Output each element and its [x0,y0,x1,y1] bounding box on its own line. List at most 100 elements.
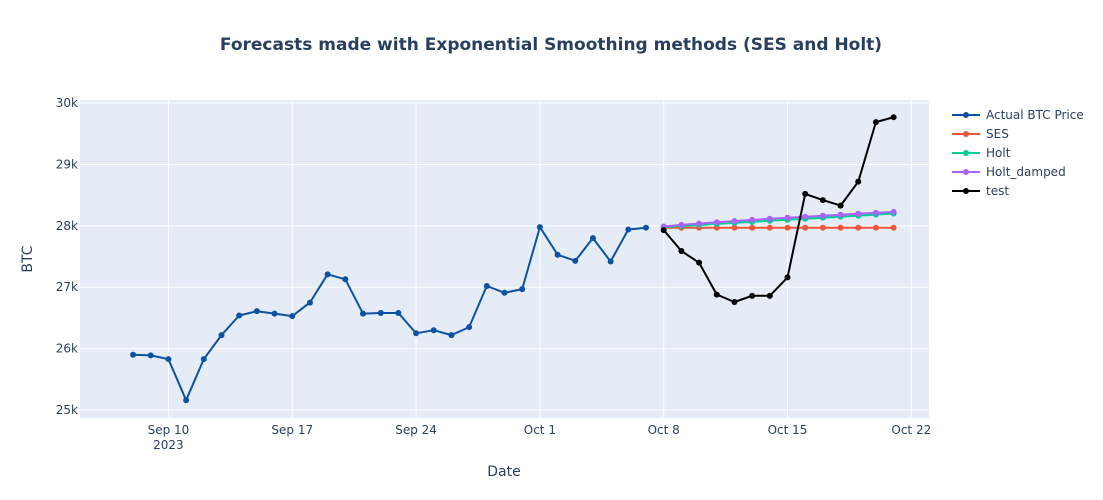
series-line-actual-btc-price [133,226,647,402]
data-point-actual-btc-price [466,324,473,331]
data-point-actual-btc-price [413,330,420,337]
series-ses [660,224,897,231]
data-point-ses [802,224,809,231]
legend-swatch-marker [963,188,969,194]
data-point-test [872,119,879,126]
data-point-test [749,292,756,299]
data-point-actual-btc-price [483,283,490,290]
data-point-test [855,178,862,185]
data-point-holt-damped [784,214,791,221]
data-point-holt-damped [749,216,756,223]
data-point-actual-btc-price [519,286,526,293]
x-axis-title: Date [487,464,520,480]
series-actual-btc-price [130,224,649,404]
data-point-test [837,202,844,209]
data-point-ses [855,224,862,231]
data-point-actual-btc-price [360,310,366,317]
data-point-actual-btc-price [200,356,207,363]
data-point-actual-btc-price [643,224,649,231]
data-point-actual-btc-price [554,251,561,258]
data-point-actual-btc-price [236,312,243,319]
y-tick-label: 28k [56,219,78,233]
legend-label: SES [986,127,1009,141]
y-tick-label: 27k [56,280,78,294]
x-tick-sublabel: 2023 [153,438,184,452]
y-tick-label: 26k [56,342,78,356]
data-point-actual-btc-price [342,276,349,283]
data-point-test [696,259,703,266]
data-point-holt-damped [890,208,897,215]
legend-item-test[interactable]: test [952,184,1009,198]
data-point-actual-btc-price [165,356,172,363]
data-point-actual-btc-price [324,271,331,278]
data-point-actual-btc-price [218,332,225,339]
legend-swatch-marker [963,169,969,175]
legend-swatch-marker [963,150,969,156]
grid-layer [80,100,929,418]
legend-swatch-marker [963,112,969,118]
data-point-holt-damped [837,211,844,218]
data-point-actual-btc-price [448,332,455,339]
data-point-actual-btc-price [430,327,437,334]
legend-item-holt[interactable]: Holt [952,146,1011,160]
data-point-actual-btc-price [625,226,632,233]
data-point-ses [749,224,756,231]
data-point-ses [819,224,826,231]
data-point-test [890,114,897,121]
data-point-holt-damped [802,213,809,220]
x-tick-label: Oct 1 [524,423,556,437]
data-point-test [713,291,720,298]
data-point-holt-damped [819,212,826,219]
data-point-holt-damped [696,220,703,227]
data-point-test [766,292,773,299]
data-point-ses [766,224,773,231]
data-point-test [731,298,738,305]
y-tick-label: 25k [56,403,78,417]
data-point-holt-damped [678,221,685,228]
data-point-test [678,248,685,255]
y-axis-title: BTC [20,245,36,272]
data-point-holt-damped [855,210,862,217]
data-point-holt-damped [766,215,773,222]
legend-label: Holt [986,146,1011,160]
data-point-actual-btc-price [572,257,579,264]
data-point-actual-btc-price [289,313,296,320]
data-point-actual-btc-price [501,289,508,296]
data-point-actual-btc-price [183,397,190,404]
data-point-ses [784,224,791,231]
data-point-actual-btc-price [271,310,278,317]
data-point-actual-btc-price [607,258,614,265]
legend-swatch-marker [963,131,969,137]
legend-item-actual-btc-price[interactable]: Actual BTC Price [952,108,1084,122]
data-point-actual-btc-price [589,235,596,242]
x-tick-label: Oct 15 [768,423,808,437]
chart-title: Forecasts made with Exponential Smoothin… [220,35,882,55]
data-point-test [819,197,826,204]
data-point-holt-damped [731,218,738,225]
data-point-holt-damped [872,209,879,216]
series-holt-damped [660,208,897,230]
data-point-ses [872,224,879,231]
x-tick-label: Sep 10 [148,423,190,437]
data-point-test [784,274,791,281]
data-point-actual-btc-price [377,310,384,317]
y-tick-label: 30k [56,96,78,110]
legend-item-ses[interactable]: SES [952,127,1009,141]
data-point-actual-btc-price [253,308,260,315]
legend-label: test [986,184,1009,198]
legend-item-holt-damped[interactable]: Holt_damped [952,165,1066,179]
series-layer [130,114,897,404]
series-line-test [662,116,894,303]
legend-label: Holt_damped [986,165,1066,179]
data-point-actual-btc-price [306,299,313,306]
y-tick-label: 29k [56,157,78,171]
data-point-actual-btc-price [130,351,137,358]
data-point-actual-btc-price [395,310,402,317]
data-point-holt-damped [713,219,720,226]
legend-label: Actual BTC Price [986,108,1084,122]
series-test [660,114,897,305]
